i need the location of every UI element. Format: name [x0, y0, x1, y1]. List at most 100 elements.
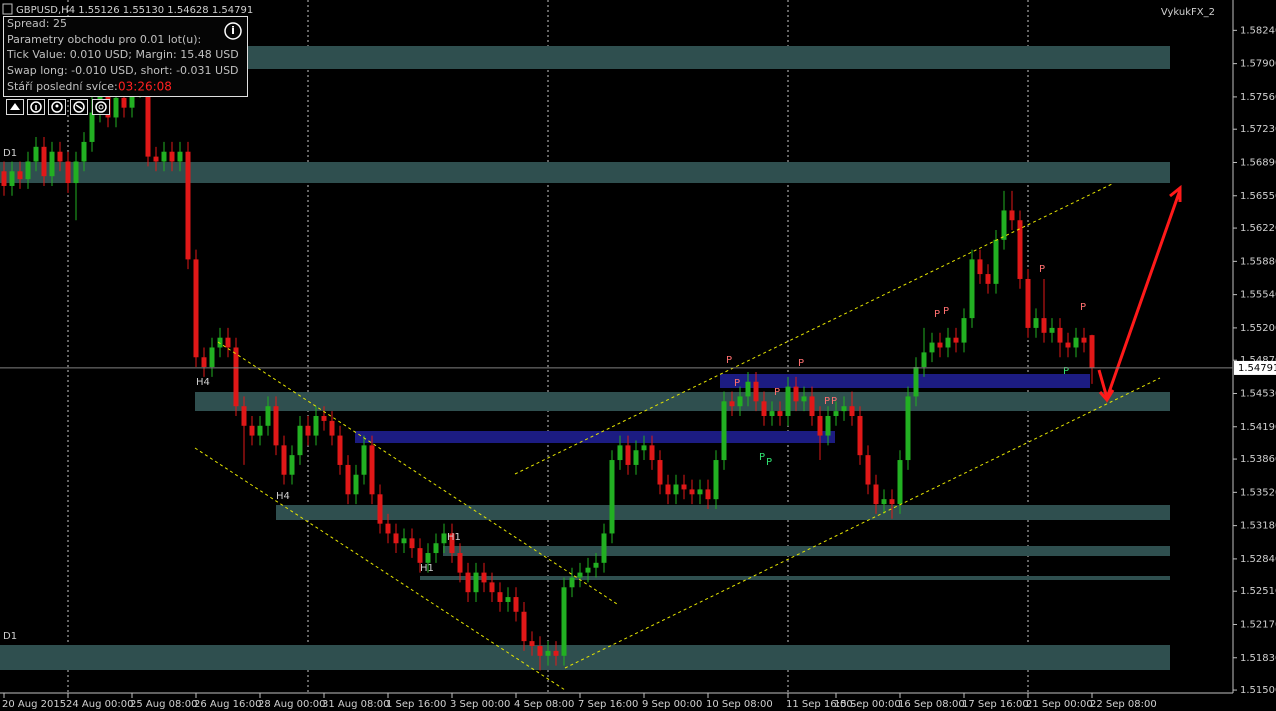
candle-body: [369, 445, 375, 495]
toolbar-button[interactable]: [48, 99, 66, 115]
candle-body: [569, 577, 575, 588]
candle-body: [1033, 318, 1039, 328]
candle-body: [185, 151, 191, 260]
candle-body: [305, 425, 311, 436]
chart-title: GBPUSD,H4 1.55126 1.55130 1.54628 1.5479…: [16, 5, 253, 16]
candle-body: [121, 97, 127, 108]
candle-body: [297, 425, 303, 456]
candle-body: [817, 415, 823, 436]
candle-body: [993, 239, 999, 284]
candle-body: [209, 347, 215, 368]
info-icon[interactable]: [224, 22, 242, 40]
candle-body: [17, 171, 23, 180]
toolbar-button[interactable]: [92, 99, 110, 115]
candle-body: [657, 460, 663, 485]
trend-line: [194, 447, 566, 691]
candle-body: [825, 415, 831, 436]
arrow-head: [1169, 184, 1182, 202]
candle-body: [897, 460, 903, 505]
candle-age: 03:26:08: [118, 80, 172, 94]
signal-markers: P P P P P P P P P P P P P: [726, 264, 1086, 468]
candle-body: [1009, 210, 1015, 221]
y-tick-label: 1.57230: [1240, 124, 1276, 135]
candle-body: [265, 406, 271, 426]
indicator-name: VykukFX_2: [1161, 7, 1215, 18]
zone-label: D1: [3, 148, 17, 159]
candle-body: [233, 347, 239, 407]
candle-body: [521, 611, 527, 642]
candle-body: [1049, 327, 1055, 333]
candle-body: [201, 357, 207, 368]
y-tick-label: 1.55540: [1240, 290, 1276, 301]
zones: [0, 46, 1170, 670]
candle-body: [865, 455, 871, 485]
candle-body: [385, 523, 391, 534]
candle-body: [649, 445, 655, 461]
candle-body: [665, 484, 671, 495]
candle-body: [113, 97, 119, 118]
y-tick-label: 1.51500: [1240, 685, 1276, 696]
y-tick-label: 1.57900: [1240, 59, 1276, 70]
candle-body: [1089, 335, 1095, 368]
trend-line: [564, 377, 1161, 669]
forecast-arrow: [1097, 184, 1182, 403]
toolbar-button[interactable]: [6, 99, 24, 115]
candle-body: [889, 499, 895, 505]
current-price-box: [1234, 360, 1276, 375]
toolbar: [6, 99, 110, 115]
candle-body: [617, 445, 623, 461]
candle-body: [929, 342, 935, 353]
candle-body: [41, 146, 47, 177]
toolbar-button[interactable]: [70, 99, 88, 115]
candle-body: [1073, 337, 1079, 348]
candle-body: [769, 411, 775, 416]
candle-body: [225, 337, 231, 348]
candle-body: [705, 489, 711, 500]
y-tick-label: 1.54190: [1240, 422, 1276, 433]
candle-body: [857, 415, 863, 456]
candle-body: [841, 406, 847, 412]
toolbar-button[interactable]: [27, 99, 45, 115]
candle-body: [49, 151, 55, 177]
candle-body: [377, 494, 383, 524]
candle-body: [585, 567, 591, 573]
candle-body: [425, 553, 431, 563]
signal-marker: P: [943, 306, 949, 317]
x-tick-label: 3 Sep 00:00: [450, 699, 510, 710]
candle-body: [985, 274, 991, 284]
symbol-icon: [2, 3, 13, 15]
x-tick-label: 31 Aug 08:00: [322, 699, 389, 710]
x-tick-label: 10 Sep 08:00: [706, 699, 773, 710]
signal-marker: P: [831, 396, 837, 407]
signal-marker: P: [1080, 302, 1086, 313]
candle-body: [193, 259, 199, 358]
candles: [1, 68, 1095, 671]
candle-body: [345, 464, 351, 495]
y-tick-label: 1.58240: [1240, 25, 1276, 36]
candle-body: [745, 381, 751, 397]
candle-body: [1065, 342, 1071, 348]
candle-body: [1081, 337, 1087, 343]
candle-body: [361, 445, 367, 475]
candle-body: [417, 548, 423, 563]
y-tick-label: 1.53180: [1240, 521, 1276, 532]
x-tick-label: 1 Sep 16:00: [386, 699, 446, 710]
x-tick-label: 7 Sep 16:00: [578, 699, 638, 710]
candle-body: [713, 460, 719, 500]
y-tick-label: 1.52170: [1240, 619, 1276, 630]
candle-body: [217, 337, 223, 348]
candle-body: [401, 538, 407, 544]
candle-body: [457, 553, 463, 573]
candle-body: [977, 259, 983, 275]
y-tick-label: 1.55200: [1240, 323, 1276, 334]
candle-body: [353, 474, 359, 495]
candle-body: [785, 386, 791, 416]
trend-lines: [194, 183, 1161, 691]
zone-label: D1: [3, 631, 17, 642]
signal-marker: P: [759, 452, 765, 463]
x-tick-label: 22 Sep 08:00: [1090, 699, 1157, 710]
candle-body: [753, 381, 759, 402]
candle-body: [169, 151, 175, 162]
demand-zone: [720, 374, 1090, 388]
